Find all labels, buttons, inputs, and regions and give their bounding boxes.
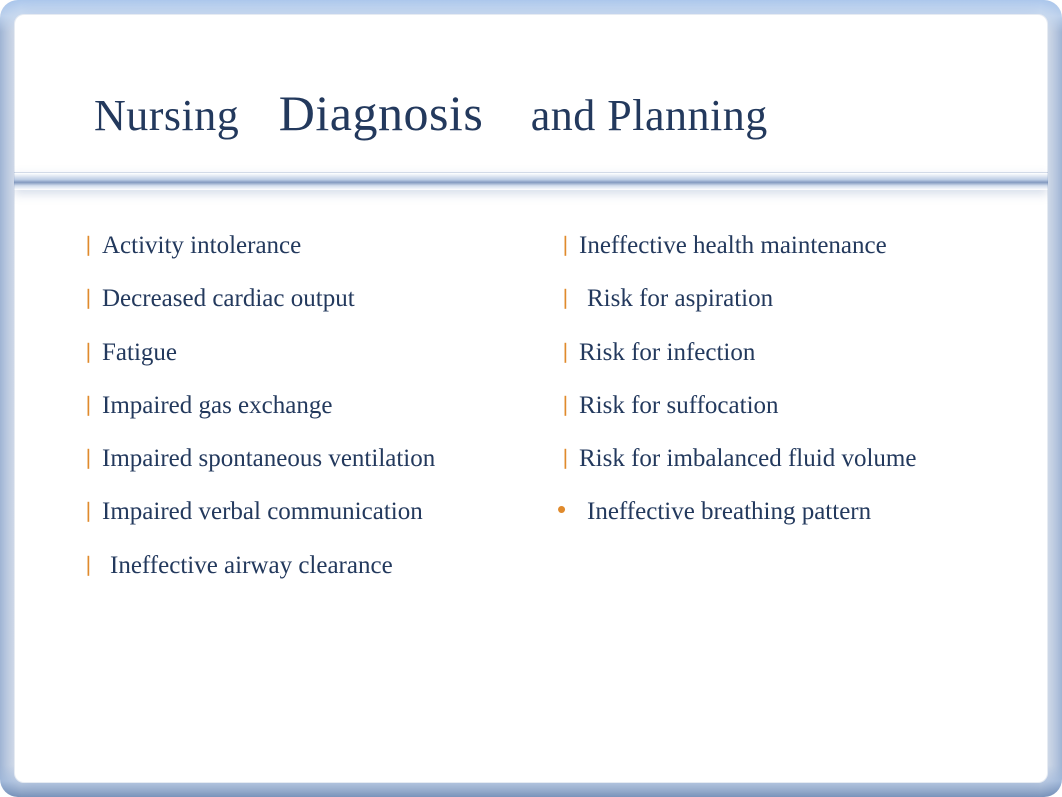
bullet-bar-icon: ❘ xyxy=(551,443,579,473)
title-divider xyxy=(14,172,1048,190)
slide-title: Nursing Diagnosis and Planning xyxy=(94,84,968,142)
list-item: ❘Fatigue xyxy=(74,337,511,368)
slide-inner: Nursing Diagnosis and Planning ❘Activity… xyxy=(14,14,1048,783)
column-left: ❘Activity intolerance❘Decreased cardiac … xyxy=(74,230,511,603)
bullet-bar-icon: ❘ xyxy=(74,550,102,580)
bullet-bar-icon: ❘ xyxy=(74,283,102,313)
list-item: ❘Activity intolerance xyxy=(74,230,511,261)
bullet-bar-icon: ❘ xyxy=(74,390,102,420)
title-word-1: Nursing xyxy=(94,91,239,140)
list-item: ❘Ineffective health maintenance xyxy=(551,230,988,261)
title-region: Nursing Diagnosis and Planning xyxy=(14,14,1048,172)
list-item-text: Fatigue xyxy=(102,337,197,368)
slide-frame: Nursing Diagnosis and Planning ❘Activity… xyxy=(0,0,1062,797)
bullet-bar-icon: ❘ xyxy=(74,443,102,473)
list-item-text: Risk for suffocation xyxy=(579,390,799,421)
list-item: ❘Impaired gas exchange xyxy=(74,390,511,421)
bullet-bar-icon: ❘ xyxy=(551,337,579,367)
bullet-bar-icon: ❘ xyxy=(551,230,579,260)
list-item: ❘ Ineffective airway clearance xyxy=(74,550,511,581)
list-item-text: Risk for imbalanced fluid volume xyxy=(579,443,936,474)
list-item: ❘Decreased cardiac output xyxy=(74,283,511,314)
list-item-text: Impaired gas exchange xyxy=(102,390,352,421)
title-word-3: and Planning xyxy=(531,91,768,140)
list-item-text: Impaired verbal communication xyxy=(102,496,443,527)
list-item: • Ineffective breathing pattern xyxy=(551,496,988,527)
column-right: ❘Ineffective health maintenance❘ Risk fo… xyxy=(551,230,988,603)
list-item-text: Activity intolerance xyxy=(102,230,321,261)
list-item-text: Ineffective health maintenance xyxy=(579,230,907,261)
list-item: ❘ Risk for aspiration xyxy=(551,283,988,314)
list-item: ❘Risk for suffocation xyxy=(551,390,988,421)
bullet-dot-icon: • xyxy=(551,496,579,522)
list-item-text: Impaired spontaneous ventilation xyxy=(102,443,455,474)
bullet-bar-icon: ❘ xyxy=(551,390,579,420)
list-item-text: Ineffective airway clearance xyxy=(102,550,413,581)
content-region: ❘Activity intolerance❘Decreased cardiac … xyxy=(14,190,1048,633)
list-item-text: Risk for aspiration xyxy=(579,283,793,314)
bullet-bar-icon: ❘ xyxy=(551,283,579,313)
bullet-bar-icon: ❘ xyxy=(74,337,102,367)
list-item: ❘Risk for infection xyxy=(551,337,988,368)
list-item: ❘Impaired spontaneous ventilation xyxy=(74,443,511,474)
bullet-bar-icon: ❘ xyxy=(74,496,102,526)
list-item-text: Decreased cardiac output xyxy=(102,283,375,314)
list-item: ❘Risk for imbalanced fluid volume xyxy=(551,443,988,474)
bullet-bar-icon: ❘ xyxy=(74,230,102,260)
title-word-2: Diagnosis xyxy=(279,85,484,141)
list-item: ❘Impaired verbal communication xyxy=(74,496,511,527)
list-item-text: Ineffective breathing pattern xyxy=(579,496,891,527)
list-item-text: Risk for infection xyxy=(579,337,775,368)
